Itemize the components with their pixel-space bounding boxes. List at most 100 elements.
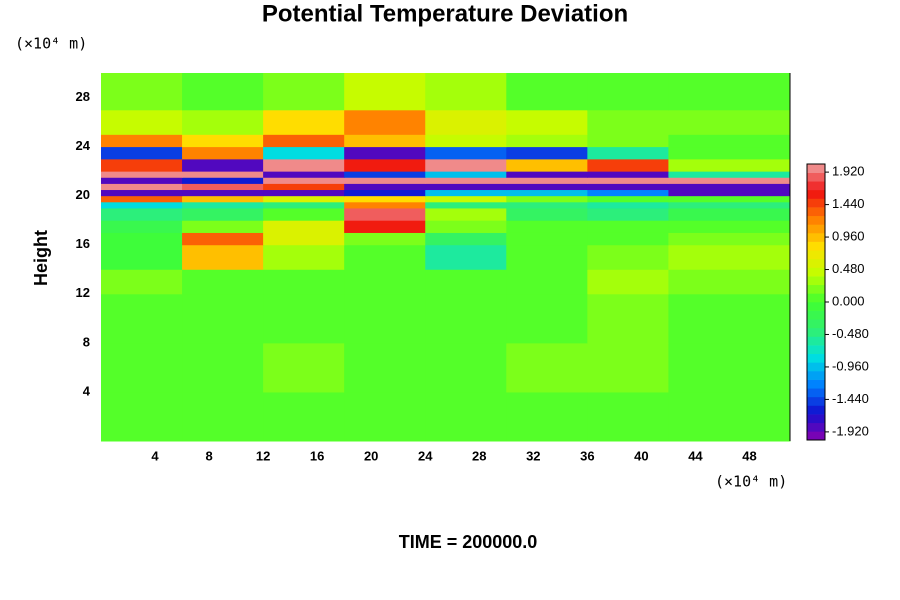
field-cell bbox=[101, 183, 183, 191]
field-cell bbox=[587, 73, 669, 111]
field-cell bbox=[344, 269, 426, 295]
field-cell bbox=[425, 244, 507, 270]
field-cell bbox=[101, 189, 183, 197]
x-unit: (×10⁴ m) bbox=[715, 473, 787, 491]
field-cell bbox=[101, 342, 183, 393]
colorbar-swatch bbox=[807, 327, 825, 337]
colorbar-swatch bbox=[807, 310, 825, 320]
field-cell bbox=[506, 158, 588, 172]
field-cell bbox=[101, 207, 183, 221]
colorbar-swatch bbox=[807, 172, 825, 182]
field-cell bbox=[587, 109, 669, 135]
colorbar-swatch bbox=[807, 353, 825, 363]
field-cell bbox=[587, 220, 669, 233]
colorbar-swatch bbox=[807, 379, 825, 389]
field-cell bbox=[101, 244, 183, 270]
field-cell bbox=[425, 391, 507, 442]
colorbar-tick-label: -0.960 bbox=[832, 358, 869, 373]
field-cell bbox=[182, 342, 264, 393]
field-cell bbox=[182, 232, 264, 246]
field-cell bbox=[182, 189, 264, 197]
field-cell bbox=[506, 201, 588, 209]
field-cell bbox=[668, 391, 791, 442]
field-cell bbox=[425, 342, 507, 393]
y-tick-label: 28 bbox=[76, 89, 90, 104]
field-cell bbox=[101, 201, 183, 209]
field-cell bbox=[506, 146, 588, 160]
field-cell bbox=[506, 391, 588, 442]
field-cell bbox=[668, 183, 791, 191]
field-cell bbox=[263, 391, 345, 442]
field-cell bbox=[587, 177, 669, 184]
field-cell bbox=[425, 207, 507, 221]
field-cell bbox=[587, 158, 669, 172]
y-tick-label: 4 bbox=[83, 383, 91, 398]
field-cell bbox=[344, 232, 426, 246]
field-cell bbox=[263, 171, 345, 178]
field-cell bbox=[344, 177, 426, 184]
colorbar-swatch bbox=[807, 371, 825, 380]
colorbar-tick-label: -1.440 bbox=[832, 391, 869, 406]
field-cell bbox=[263, 207, 345, 221]
field-cell bbox=[263, 189, 345, 197]
colorbar-swatch bbox=[807, 431, 825, 441]
field-cell bbox=[344, 183, 426, 191]
field-cell bbox=[506, 269, 588, 295]
field-cell bbox=[182, 134, 264, 148]
field-cell bbox=[506, 195, 588, 203]
field-cell bbox=[506, 73, 588, 111]
field-cell bbox=[344, 134, 426, 148]
colorbar-swatch bbox=[807, 336, 825, 346]
field-cell bbox=[182, 109, 264, 135]
colorbar-tick-label: 1.440 bbox=[832, 196, 865, 211]
field-cell bbox=[506, 207, 588, 221]
field-cell bbox=[182, 158, 264, 172]
colorbar-swatch bbox=[807, 276, 825, 286]
field-cell bbox=[263, 177, 345, 184]
colorbar-swatch bbox=[807, 224, 825, 234]
colorbar-swatch bbox=[807, 241, 825, 251]
field-cell bbox=[668, 244, 791, 270]
colorbar-swatch bbox=[807, 405, 825, 415]
colorbar-swatch bbox=[807, 189, 825, 199]
field-cell bbox=[506, 183, 588, 191]
field-cell bbox=[425, 171, 507, 178]
field-cell bbox=[263, 73, 345, 111]
field-cell bbox=[506, 171, 588, 178]
field-cell bbox=[182, 201, 264, 209]
field-cell bbox=[263, 220, 345, 233]
footer-time: TIME = 200000.0 bbox=[399, 532, 538, 552]
colorbar-swatch bbox=[807, 396, 825, 406]
field-cell bbox=[344, 201, 426, 209]
field-cell bbox=[587, 342, 669, 393]
field-cell bbox=[344, 391, 426, 442]
colorbar-swatch bbox=[807, 302, 825, 311]
field-cell bbox=[668, 342, 791, 393]
colorbar-swatch bbox=[807, 258, 825, 268]
colorbar-tick-label: -1.920 bbox=[832, 423, 869, 438]
field-cell bbox=[425, 73, 507, 111]
field-cell bbox=[344, 207, 426, 221]
x-tick-label: 12 bbox=[256, 448, 270, 463]
colorbar-tick-label: -0.480 bbox=[832, 326, 869, 341]
y-tick-label: 20 bbox=[76, 187, 90, 202]
field-cell bbox=[587, 189, 669, 197]
field-cell bbox=[425, 293, 507, 344]
field-cell bbox=[182, 177, 264, 184]
field-cell bbox=[101, 269, 183, 295]
y-tick-label: 12 bbox=[76, 285, 90, 300]
field-cell bbox=[101, 73, 183, 111]
x-tick-label: 4 bbox=[151, 448, 159, 463]
field-cell bbox=[263, 109, 345, 135]
field-cell bbox=[182, 146, 264, 160]
field-cell bbox=[182, 244, 264, 270]
field-cell bbox=[344, 244, 426, 270]
field-cell bbox=[668, 73, 791, 111]
field-cell bbox=[182, 269, 264, 295]
field-cell bbox=[587, 201, 669, 209]
field-cell bbox=[425, 220, 507, 233]
field-cell bbox=[668, 109, 791, 135]
y-unit: (×10⁴ m) bbox=[15, 35, 87, 53]
y-tick-label: 16 bbox=[76, 236, 90, 251]
